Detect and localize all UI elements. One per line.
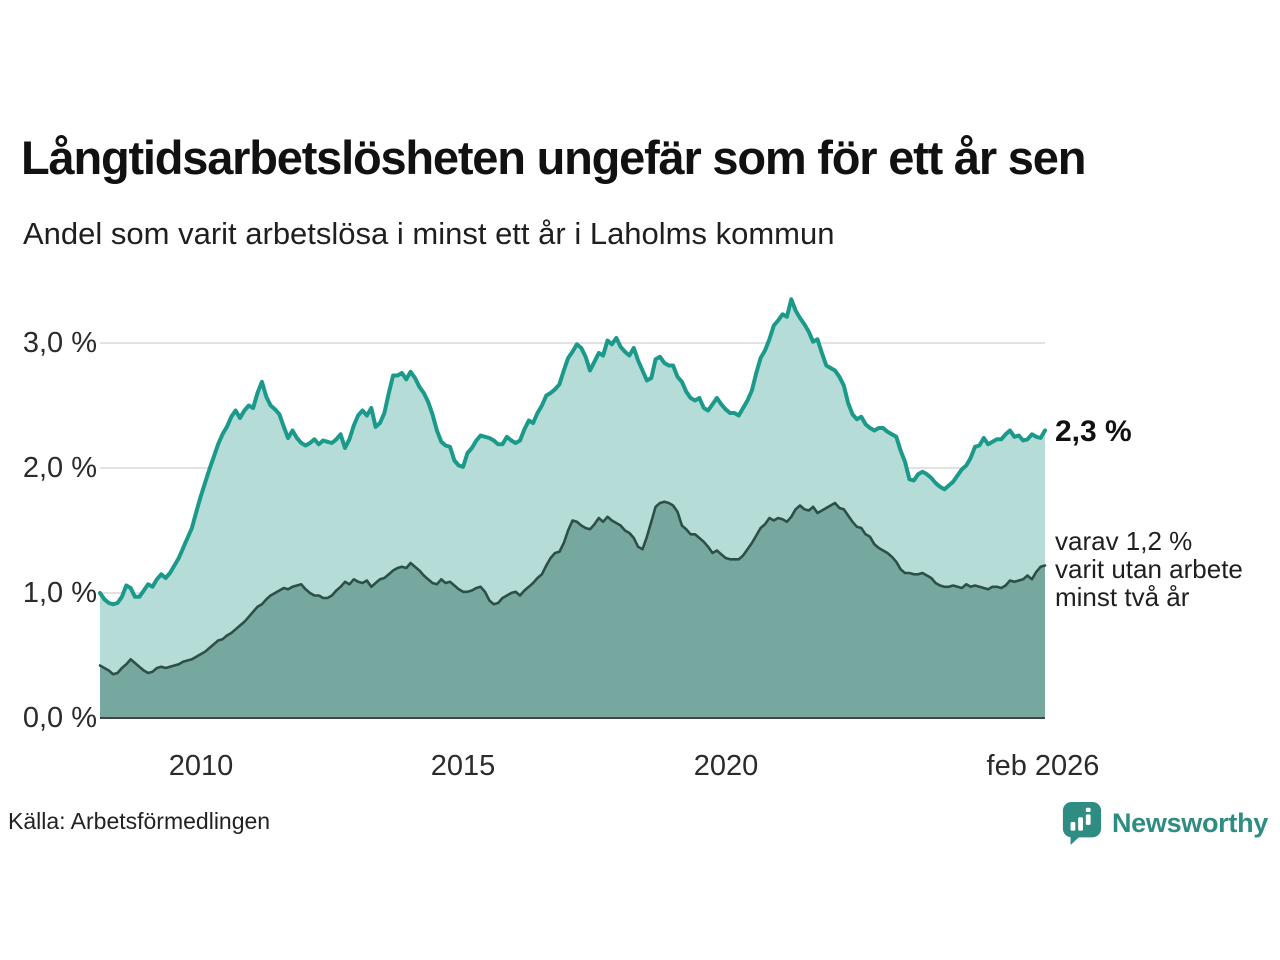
area-two-years-fill: [100, 501, 1045, 718]
two-year-label-line-1: varav 1,2 %: [1055, 526, 1193, 556]
y-axis-tick-0: 0,0 %: [22, 702, 97, 734]
newsworthy-wordmark: Newsworthy: [1111, 807, 1268, 838]
page-subtitle: Andel som varit arbetslösa i minst ett å…: [23, 216, 835, 251]
newsworthy-speech-bubble-bar-chart-icon: [1062, 802, 1102, 845]
two-year-label-line-2: varit utan arbete: [1055, 554, 1243, 584]
line-total: [98, 297, 1047, 607]
latest-value-label: 2,3 %: [1055, 415, 1132, 448]
two-year-label-line-3: minst två år: [1055, 582, 1190, 612]
x-axis-tick-2010: 2010: [168, 750, 234, 782]
y-axis-tick-3: 3,0 %: [22, 327, 97, 359]
newsworthy-logo: Newsworthy: [1061, 800, 1268, 846]
two-year-value-label: varav 1,2 % varit utan arbete minst två …: [1055, 527, 1243, 611]
page-title: Långtidsarbetslösheten ungefär som för e…: [21, 131, 1086, 184]
x-axis-tick-2015: 2015: [430, 750, 496, 782]
y-axis-tick-1: 1,0 %: [22, 577, 97, 609]
line-two-years: [98, 500, 1047, 676]
source-attribution: Källa: Arbetsförmedlingen: [8, 808, 271, 834]
x-axis-tick-feb-2026: feb 2026: [986, 750, 1100, 782]
x-axis-tick-2020: 2020: [693, 750, 759, 782]
y-axis-tick-2: 2,0 %: [22, 452, 97, 484]
